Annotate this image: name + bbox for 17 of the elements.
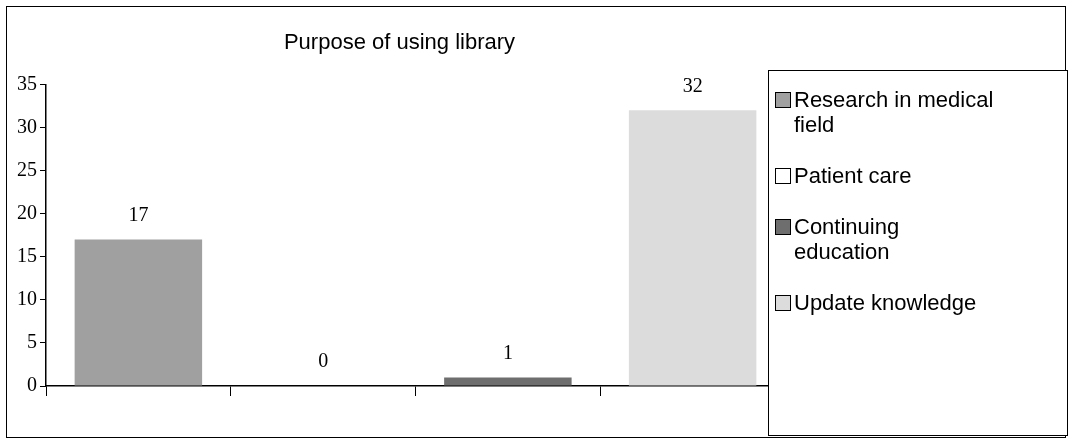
y-tick-label: 35 xyxy=(17,71,37,94)
data-label: 1 xyxy=(502,340,513,363)
y-tick-label: 15 xyxy=(17,243,37,266)
chart-title: Purpose of using library xyxy=(283,29,516,55)
y-tick-label: 25 xyxy=(17,157,37,180)
y-tick-label: 0 xyxy=(27,373,37,396)
y-tick-label: 5 xyxy=(27,330,37,353)
data-label: 32 xyxy=(682,73,703,96)
y-tick-label: 20 xyxy=(17,200,37,223)
y-tick-label: 10 xyxy=(17,287,37,310)
legend-label: Patient care xyxy=(794,163,912,189)
legend-label: Continuing education xyxy=(794,214,901,265)
data-label: 0 xyxy=(318,349,329,372)
legend-label: Research in medical field xyxy=(794,87,994,138)
data-label: 17 xyxy=(128,202,149,225)
legend-label: Update knowledge xyxy=(794,290,977,316)
y-tick-label: 30 xyxy=(17,114,37,137)
